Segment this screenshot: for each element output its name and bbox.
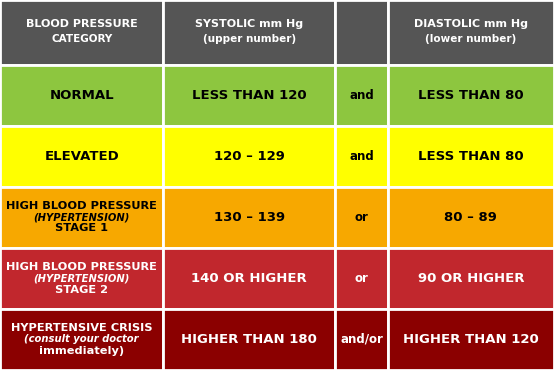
Text: (HYPERTENSION): (HYPERTENSION) [34,273,130,283]
Bar [335,248,388,309]
Bar [388,65,554,126]
Text: DIASTOLIC mm Hg: DIASTOLIC mm Hg [414,19,528,29]
Text: STAGE 1: STAGE 1 [55,223,108,233]
Text: 130 – 139: 130 – 139 [214,211,285,224]
Bar [0,248,163,309]
Text: 120 – 129: 120 – 129 [214,150,285,163]
Text: HIGHER THAN 180: HIGHER THAN 180 [181,333,317,346]
Text: immediately): immediately) [39,346,124,356]
Bar [163,126,335,187]
Text: (consult your doctor: (consult your doctor [24,334,139,344]
Text: 140 OR HIGHER: 140 OR HIGHER [192,272,307,285]
Text: 80 – 89: 80 – 89 [444,211,497,224]
Bar [335,65,388,126]
Text: BLOOD PRESSURE: BLOOD PRESSURE [26,19,137,29]
Bar [0,65,163,126]
Bar [0,126,163,187]
Text: and: and [349,150,374,163]
Text: LESS THAN 80: LESS THAN 80 [418,89,524,102]
Bar [0,0,163,65]
Bar [163,309,335,370]
Text: (lower number): (lower number) [425,34,516,44]
Text: ELEVATED: ELEVATED [44,150,119,163]
Bar [388,126,554,187]
Bar [388,248,554,309]
Text: STAGE 2: STAGE 2 [55,285,108,295]
Text: (upper number): (upper number) [203,34,296,44]
Text: SYSTOLIC mm Hg: SYSTOLIC mm Hg [195,19,304,29]
Text: and: and [349,89,374,102]
Bar [163,65,335,126]
Text: and/or: and/or [340,333,383,346]
Text: 90 OR HIGHER: 90 OR HIGHER [418,272,524,285]
Bar [388,187,554,248]
Text: LESS THAN 120: LESS THAN 120 [192,89,306,102]
Text: HYPERTENSIVE CRISIS: HYPERTENSIVE CRISIS [11,323,152,333]
Text: (HYPERTENSION): (HYPERTENSION) [34,212,130,222]
Text: HIGH BLOOD PRESSURE: HIGH BLOOD PRESSURE [6,201,157,211]
Bar [335,0,388,65]
Bar [163,248,335,309]
Bar [388,0,554,65]
Text: HIGH BLOOD PRESSURE: HIGH BLOOD PRESSURE [6,262,157,272]
Text: HIGHER THAN 120: HIGHER THAN 120 [403,333,539,346]
Text: LESS THAN 80: LESS THAN 80 [418,150,524,163]
Bar [335,309,388,370]
Bar [0,187,163,248]
Text: CATEGORY: CATEGORY [51,34,112,44]
Text: or: or [355,272,368,285]
Bar [335,187,388,248]
Bar [0,309,163,370]
Bar [388,309,554,370]
Text: or: or [355,211,368,224]
Bar [335,126,388,187]
Text: NORMAL: NORMAL [49,89,114,102]
Bar [163,187,335,248]
Bar [163,0,335,65]
